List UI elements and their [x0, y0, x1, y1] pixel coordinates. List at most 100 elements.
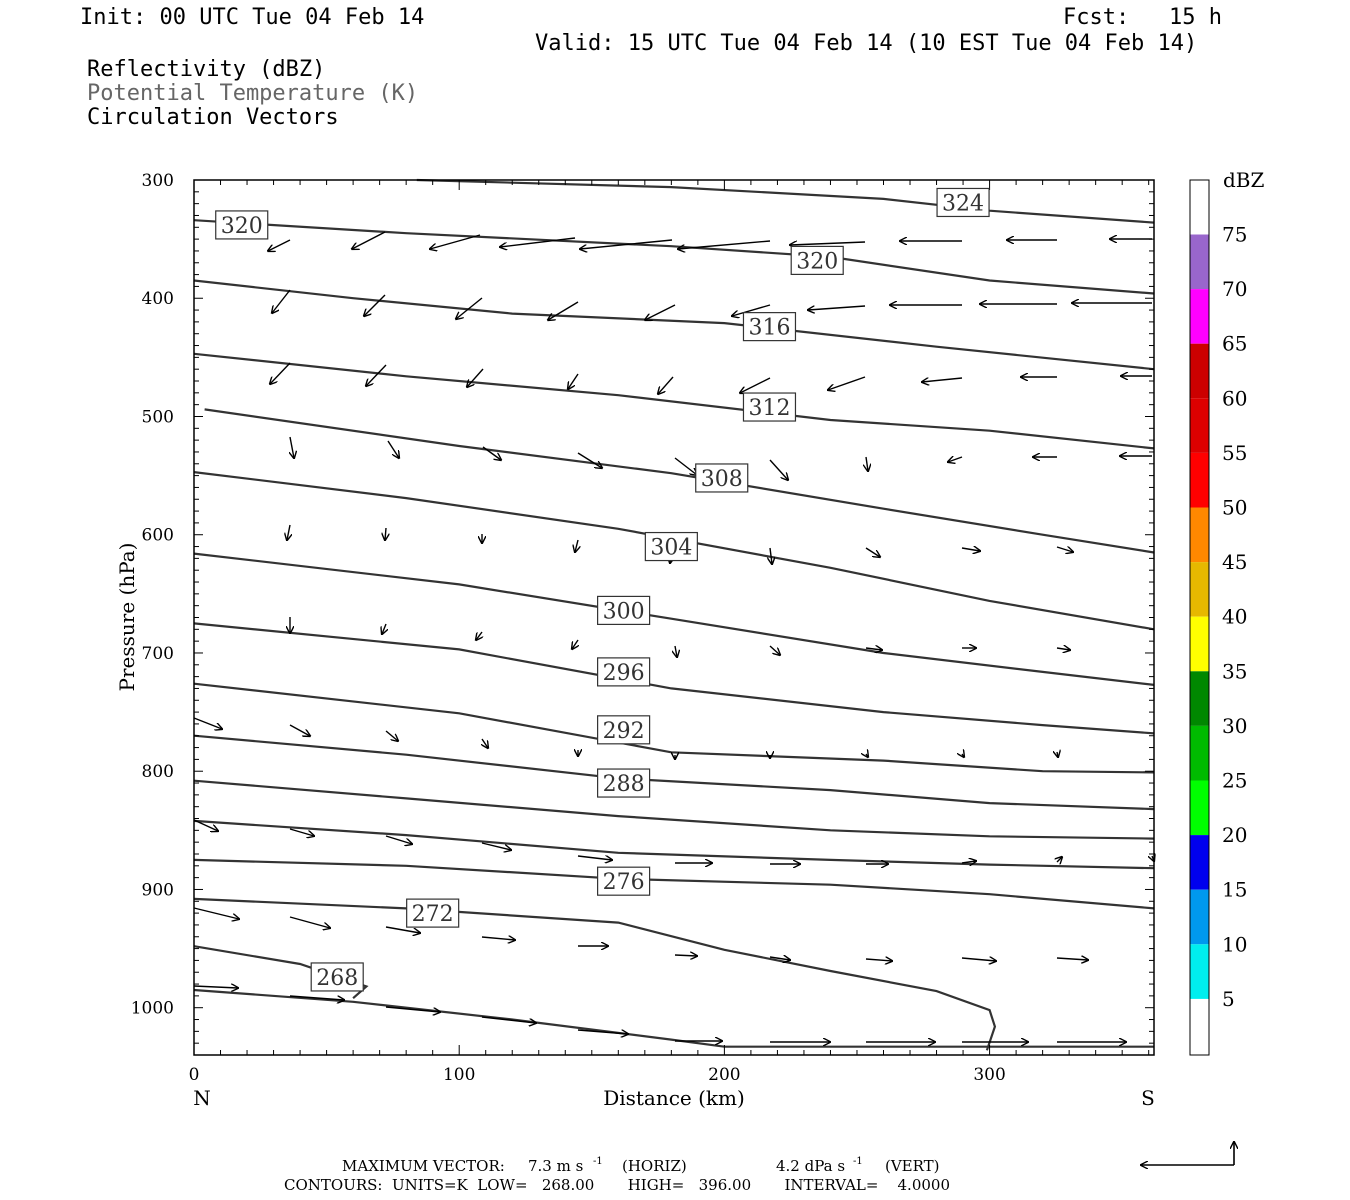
isentrope-line	[193, 552, 1155, 686]
y-tick-label: 700	[142, 644, 174, 664]
potential-temperature-contours	[193, 178, 1155, 1051]
wind-vector	[548, 301, 579, 320]
wind-vector	[575, 539, 578, 552]
axis-ticks: 300 400 500 600 700 800 900 1000 0 100 200 300	[131, 171, 1154, 1085]
contour-label: 324	[942, 191, 984, 216]
contour-label: 304	[650, 536, 692, 561]
wind-vector	[790, 242, 866, 245]
contour-label-box	[790, 245, 844, 276]
isentrope-line	[193, 734, 1155, 811]
wind-vector	[366, 364, 387, 386]
isentrope-line	[193, 858, 1155, 910]
y-tick-label: 400	[142, 289, 174, 309]
x-end-label-north: N	[193, 1086, 211, 1110]
wind-vector	[500, 237, 576, 247]
wind-vector	[385, 1006, 440, 1012]
wind-vector	[193, 717, 222, 729]
wind-vector	[866, 456, 868, 471]
wind-vector	[481, 937, 515, 940]
wind-vector	[1056, 958, 1088, 960]
wind-vector	[456, 297, 483, 319]
wind-vector	[770, 547, 772, 564]
forecast-hour: Fcst: 15 h	[1063, 5, 1222, 30]
x-tick-label: 200	[708, 1065, 740, 1085]
wind-vector	[675, 645, 677, 657]
colorbar-label: 55	[1222, 441, 1247, 465]
colorbar-label: 35	[1222, 659, 1247, 683]
colorbar-band	[1190, 507, 1209, 563]
contour-label: 268	[316, 966, 358, 991]
wind-vector	[385, 527, 386, 540]
contour-label-box	[215, 210, 269, 240]
wind-vector	[1056, 648, 1070, 650]
wind-vector	[387, 440, 399, 458]
isentrope-line	[416, 178, 1155, 224]
wind-vector	[476, 631, 482, 640]
colorbar-band	[1190, 725, 1209, 781]
colorbar-band	[1190, 452, 1209, 508]
dbz-colorbar: 75 70 65 60 55 50 45 40 35 30 25 20 15 10 5	[1189, 179, 1247, 1056]
wind-vector	[769, 459, 788, 480]
wind-vector	[481, 1016, 536, 1023]
contour-label-box	[742, 312, 797, 342]
colorbar-label: 45	[1222, 550, 1247, 574]
contour-label: 320	[796, 249, 838, 274]
colorbar-label: 15	[1222, 878, 1247, 902]
wind-vector	[290, 436, 294, 458]
colorbar-label: 70	[1222, 277, 1247, 301]
wind-vector	[865, 547, 880, 557]
wind-vector	[674, 955, 697, 956]
wind-vector	[922, 377, 963, 382]
wind-vector	[658, 376, 674, 394]
wind-vector	[961, 958, 996, 961]
contour-label-box	[597, 866, 651, 896]
wind-vector	[385, 926, 420, 933]
wind-vector	[572, 639, 578, 649]
contour-label-box	[695, 463, 749, 493]
colorbar-band	[1190, 671, 1209, 726]
wind-vector	[961, 861, 976, 863]
x-end-label-south: S	[1141, 1086, 1155, 1110]
contour-label-box	[310, 962, 364, 992]
wind-vector	[193, 907, 239, 919]
wind-vector	[962, 754, 964, 757]
wind-vector	[430, 234, 481, 249]
wind-vector	[289, 995, 344, 1000]
contour-label-box	[597, 715, 651, 745]
wind-vector	[289, 724, 310, 736]
wind-vector	[808, 305, 866, 310]
wind-vector	[1056, 547, 1073, 552]
x-tick-label: 0	[189, 1065, 200, 1085]
isentrope-line	[193, 219, 1155, 295]
max-vector-vert: 4.2 dPa s	[776, 1157, 845, 1175]
contour-label: 308	[701, 467, 743, 492]
colorbar-band	[1190, 343, 1209, 399]
contour-label: 288	[603, 772, 645, 797]
max-vector-horiz-exp: -1	[593, 1156, 603, 1167]
colorbar-band	[1190, 398, 1209, 453]
wind-vector	[577, 452, 602, 468]
isentrope-line	[193, 988, 1154, 1048]
y-tick-label: 300	[142, 171, 174, 191]
wind-vector	[865, 648, 882, 650]
field-reflectivity: Reflectivity (dBZ)	[87, 57, 326, 82]
wind-vector	[828, 376, 866, 390]
max-vector-vert-word: (VERT)	[885, 1157, 940, 1175]
wind-vector	[272, 289, 291, 313]
wind-vector	[364, 294, 386, 316]
colorbar-band	[1190, 234, 1209, 290]
contours-info: CONTOURS: UNITS=K LOW= 268.00 HIGH= 396.…	[284, 1176, 950, 1194]
wind-vector	[865, 959, 892, 961]
isentrope-line	[193, 682, 1155, 774]
wind-vector	[482, 738, 488, 748]
y-tick-label: 500	[142, 407, 174, 427]
y-tick-label: 800	[142, 762, 174, 782]
x-tick-label: 300	[973, 1065, 1005, 1085]
contour-label-box	[644, 531, 698, 562]
isentrope-line	[193, 352, 1155, 450]
field-circulation-vectors: Circulation Vectors	[87, 105, 339, 130]
circulation-vectors	[193, 231, 1154, 1042]
wind-vector	[769, 645, 780, 655]
footer: MAXIMUM VECTOR: 7.3 m s -1 (HORIZ) 4.2 d…	[284, 1156, 950, 1194]
